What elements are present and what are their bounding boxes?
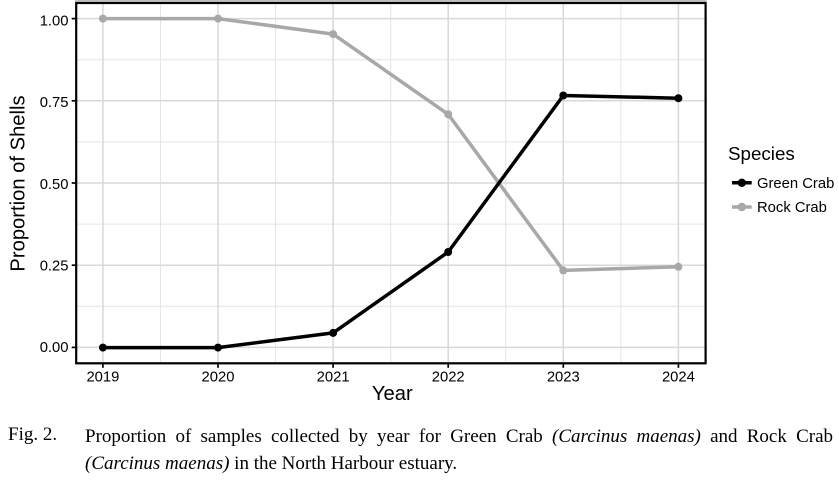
svg-text:Year: Year	[372, 383, 413, 405]
svg-text:Proportion of Shells: Proportion of Shells	[8, 95, 30, 271]
svg-text:Species: Species	[728, 143, 795, 164]
svg-text:1.00: 1.00	[40, 13, 69, 29]
svg-text:2023: 2023	[547, 369, 580, 385]
svg-text:0.25: 0.25	[40, 259, 69, 275]
svg-text:0.00: 0.00	[40, 340, 69, 356]
svg-text:2024: 2024	[662, 369, 695, 385]
svg-text:2020: 2020	[202, 369, 235, 385]
svg-text:Green Crab: Green Crab	[757, 176, 834, 192]
svg-text:2021: 2021	[317, 369, 350, 385]
svg-text:0.75: 0.75	[40, 95, 69, 111]
svg-text:2022: 2022	[432, 369, 465, 385]
svg-text:Rock Crab: Rock Crab	[757, 200, 827, 216]
svg-text:2019: 2019	[86, 369, 119, 385]
svg-text:0.50: 0.50	[40, 177, 69, 193]
